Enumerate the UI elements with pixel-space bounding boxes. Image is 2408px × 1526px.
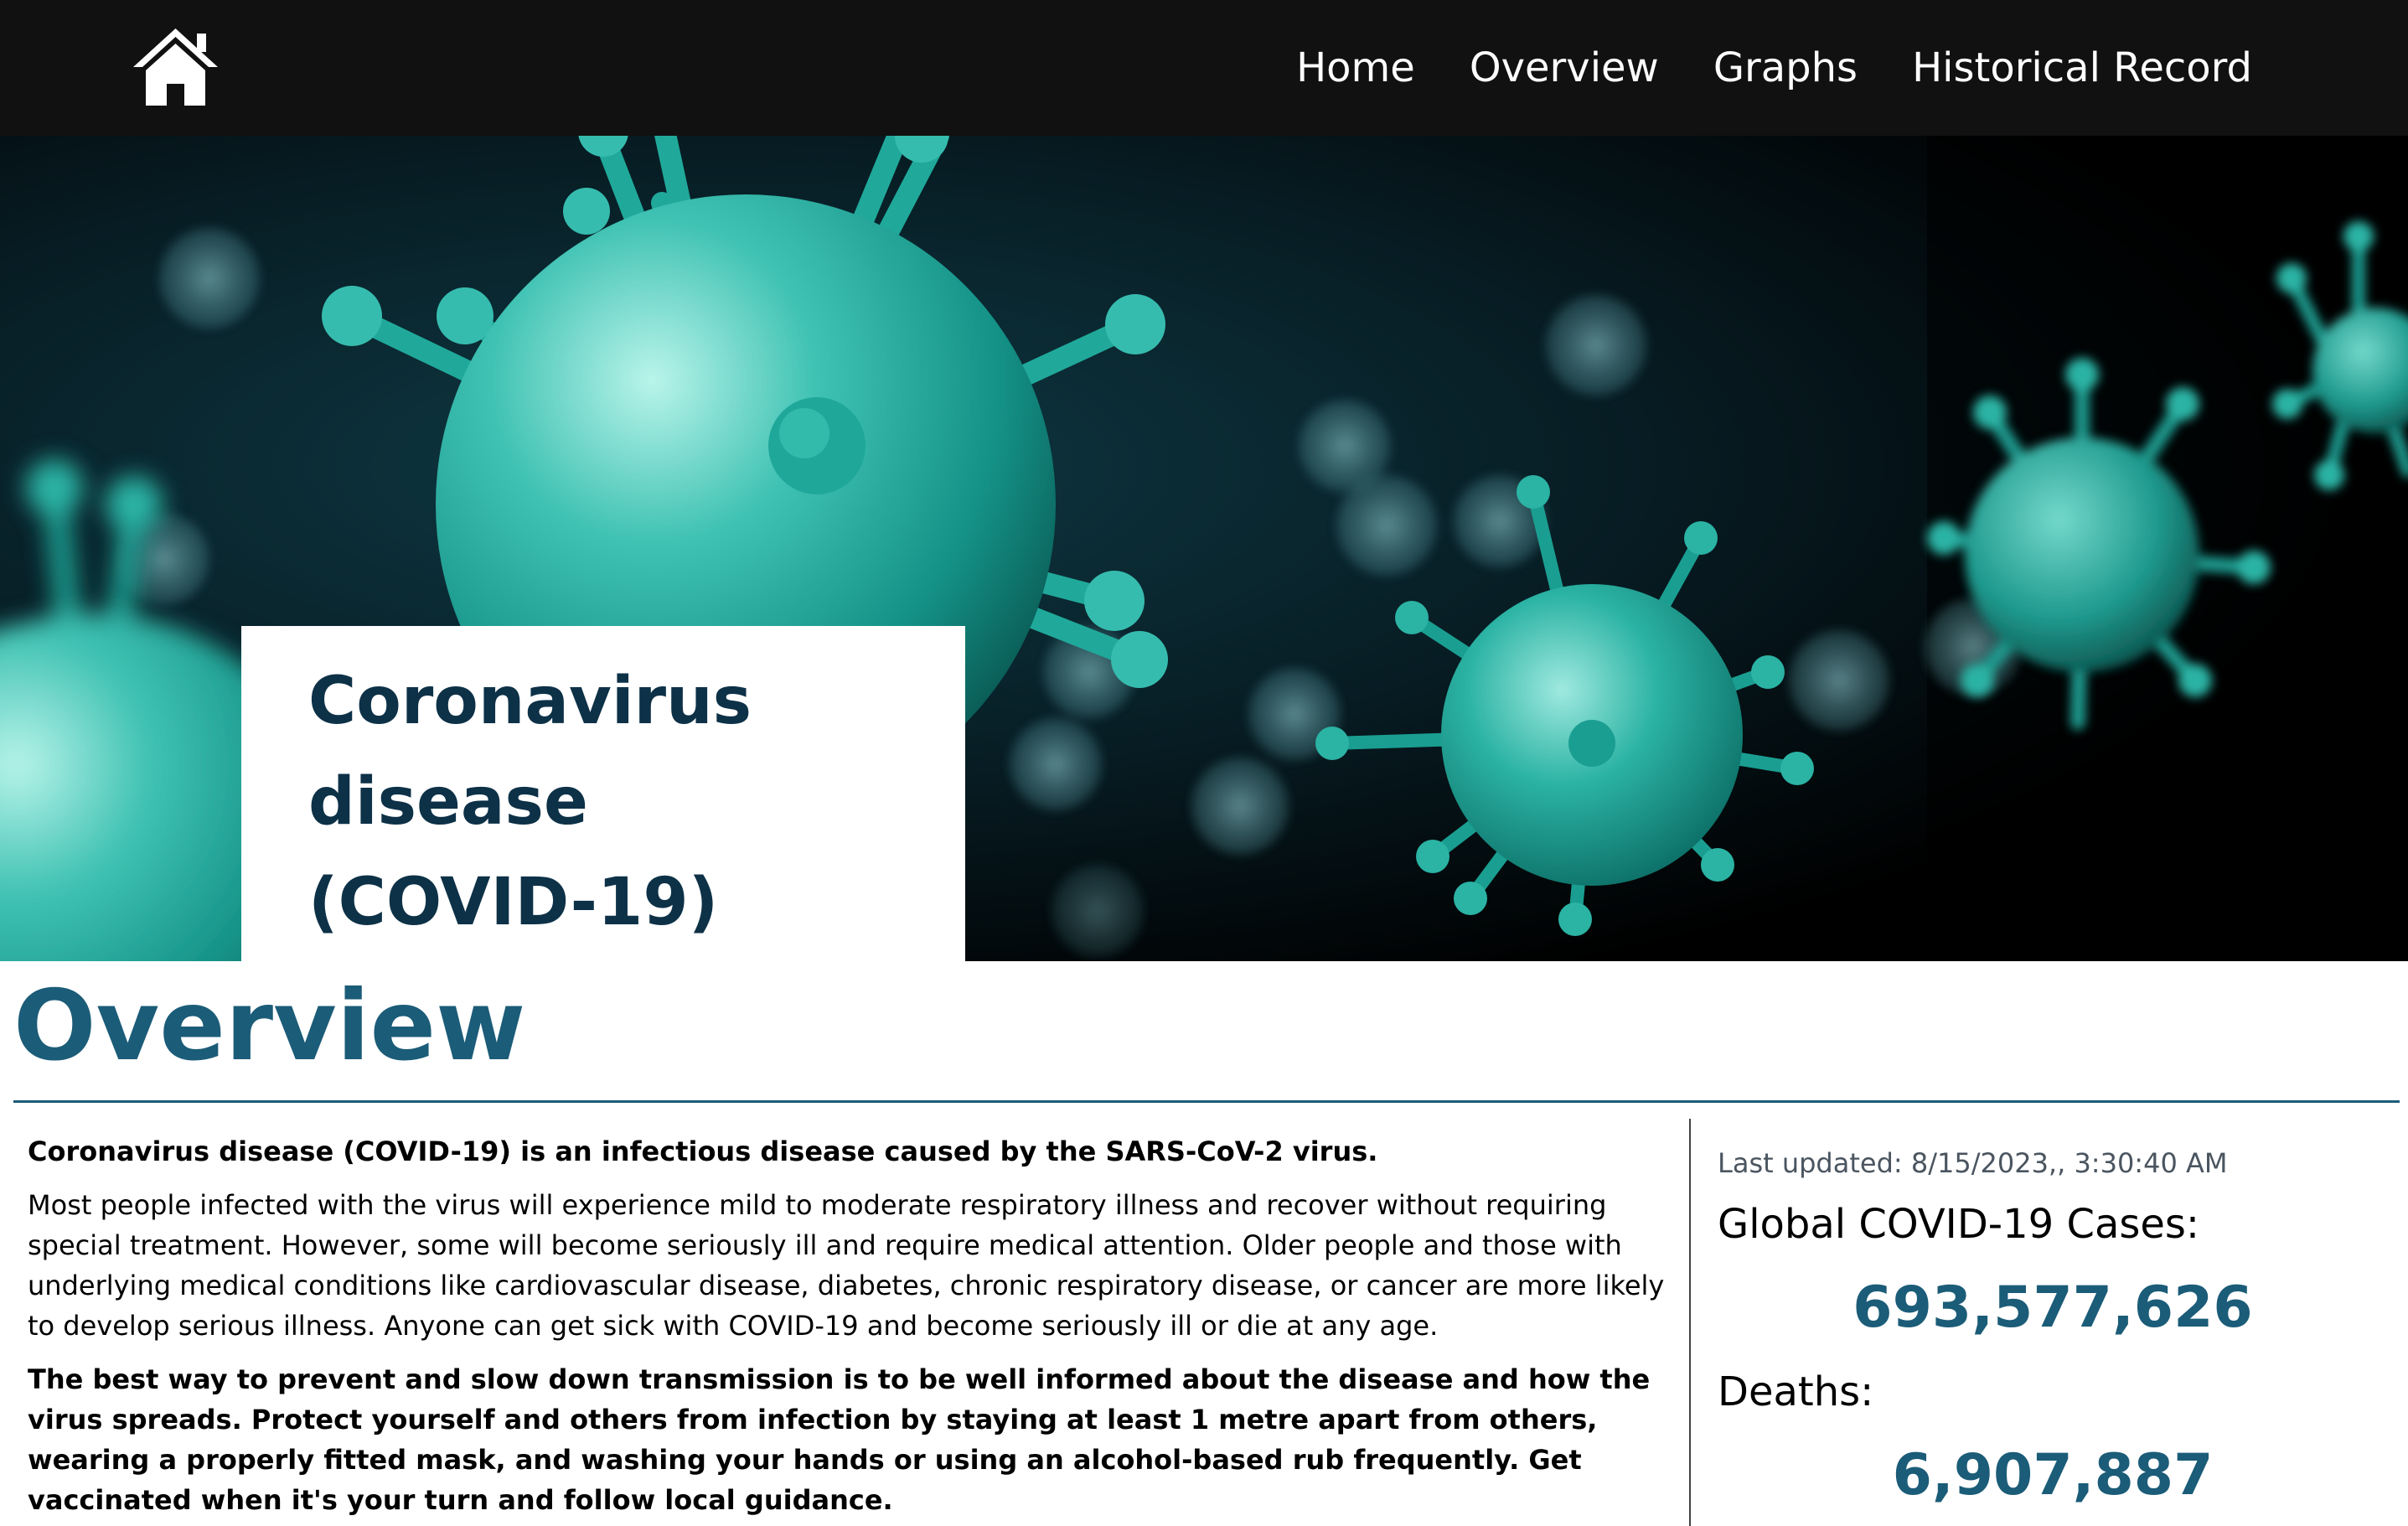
overview-heading: Overview [13, 970, 526, 1083]
nav-graphs-link[interactable]: Graphs [1713, 44, 1858, 91]
deaths-label: Deaths: [1718, 1368, 1874, 1415]
hero-title-box: Coronavirus disease (COVID-19) [241, 626, 965, 961]
nav-overview-link[interactable]: Overview [1469, 44, 1659, 91]
top-nav: Home Overview Graphs Historical Record [0, 0, 2408, 136]
hero-banner: Coronavirus disease (COVID-19) [0, 136, 2408, 961]
nav-historical-record-link[interactable]: Historical Record [1912, 44, 2252, 91]
overview-intro: Coronavirus disease (COVID-19) is an inf… [28, 1135, 1378, 1167]
deaths-value: 6,907,887 [1892, 1442, 2214, 1508]
cases-value: 693,577,626 [1853, 1275, 2253, 1341]
overview-text: Coronavirus disease (COVID-19) is an inf… [28, 1131, 1670, 1520]
stats-panel: Last updated: 8/15/2023,, 3:30:40 AM Glo… [1718, 1140, 2388, 1522]
home-icon[interactable] [132, 25, 220, 109]
cases-label: Global COVID-19 Cases: [1718, 1201, 2200, 1248]
overview-divider [13, 1100, 2400, 1103]
hero-title: Coronavirus disease (COVID-19) [308, 664, 752, 940]
nav-links: Home Overview Graphs Historical Record [1296, 0, 2252, 136]
nav-home-link[interactable]: Home [1296, 44, 1415, 91]
last-updated: Last updated: 8/15/2023,, 3:30:40 AM [1718, 1147, 2228, 1179]
column-divider [1689, 1119, 1691, 1526]
overview-prevention: The best way to prevent and slow down tr… [28, 1363, 1651, 1516]
overview-body: Most people infected with the virus will… [28, 1189, 1665, 1342]
